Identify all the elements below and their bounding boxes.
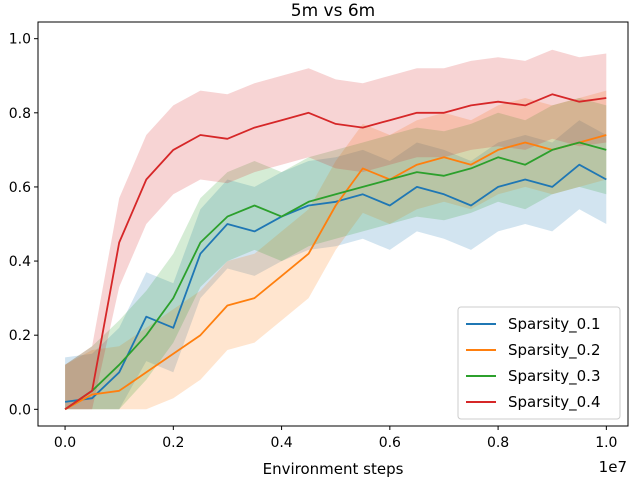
band-series-2 [65, 90, 607, 410]
legend-items: Sparsity_0.1 Sparsity_0.2 Sparsity_0.3 Spar… [466, 315, 601, 412]
x-tick-label: 0.0 [54, 435, 76, 451]
x-tick-label: 1.0 [595, 435, 617, 451]
y-tick-label: 0.0 [9, 402, 31, 418]
x-axis-label: Environment steps [263, 460, 404, 478]
line-series-1 [64, 163, 607, 403]
legend-label: Sparsity_0.3 [508, 367, 601, 386]
y-tick-label: 0.4 [9, 254, 31, 270]
y-tick-label: 1.0 [9, 32, 31, 48]
x-tick-label: 0.8 [487, 435, 509, 451]
legend-box [457, 306, 621, 420]
x-axis-ticks: 0.0 0.2 0.4 0.6 0.8 1.0 [54, 426, 617, 451]
line-series-3 [64, 141, 607, 411]
x-tick-label: 0.4 [270, 435, 292, 451]
confidence-bands [65, 49, 607, 410]
band-series-1 [65, 120, 607, 410]
legend-label: Sparsity_0.1 [508, 315, 601, 334]
x-tick-label: 0.6 [379, 435, 401, 451]
band-series-4 [65, 49, 607, 410]
x-axis-offset-label: 1e7 [599, 458, 627, 476]
plot-frame [37, 21, 629, 427]
series-lines [64, 93, 607, 411]
y-tick-label: 0.2 [9, 328, 31, 344]
legend: Sparsity_0.1 Sparsity_0.2 Sparsity_0.3 Spar… [457, 306, 621, 420]
band-series-3 [65, 98, 607, 410]
line-series-2 [64, 134, 607, 411]
legend-label: Sparsity_0.2 [508, 341, 601, 360]
legend-label: Sparsity_0.4 [508, 393, 601, 412]
x-tick-label: 0.2 [162, 435, 184, 451]
line-series-4 [64, 93, 607, 411]
chart-title: 5m vs 6m [291, 1, 375, 21]
y-tick-label: 0.8 [9, 106, 31, 122]
y-tick-label: 0.6 [9, 180, 31, 196]
y-axis-ticks: 0.0 0.2 0.4 0.6 0.8 1.0 [9, 32, 38, 418]
